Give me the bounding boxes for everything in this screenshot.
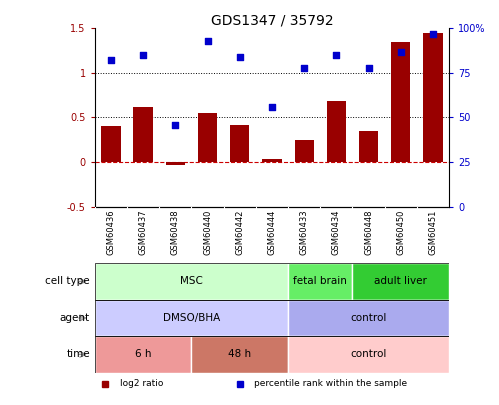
Point	[236, 53, 244, 60]
Text: GSM60451: GSM60451	[429, 209, 438, 255]
Text: GSM60442: GSM60442	[235, 209, 244, 255]
Text: 48 h: 48 h	[228, 350, 251, 359]
Point	[397, 48, 405, 55]
Bar	[192, 336, 288, 373]
Point	[204, 38, 212, 44]
Text: GSM60433: GSM60433	[300, 209, 309, 255]
Text: GSM60444: GSM60444	[267, 209, 276, 255]
Bar	[166, 162, 185, 165]
Point	[171, 122, 179, 128]
Text: GSM60437: GSM60437	[139, 209, 148, 255]
Bar	[423, 33, 443, 162]
Bar	[262, 159, 281, 162]
Bar	[101, 126, 121, 162]
Point	[429, 30, 437, 37]
Text: time: time	[66, 350, 90, 359]
Bar	[327, 101, 346, 162]
Bar	[95, 336, 192, 373]
Bar	[230, 125, 250, 162]
Text: GSM60450: GSM60450	[396, 209, 405, 255]
Text: DMSO/BHA: DMSO/BHA	[163, 313, 220, 323]
Bar	[288, 300, 449, 336]
Text: log2 ratio: log2 ratio	[120, 379, 163, 388]
Bar	[133, 107, 153, 162]
Text: GSM60436: GSM60436	[106, 209, 115, 255]
Text: GSM60448: GSM60448	[364, 209, 373, 255]
Title: GDS1347 / 35792: GDS1347 / 35792	[211, 13, 333, 27]
Bar	[95, 263, 449, 300]
Text: GSM60438: GSM60438	[171, 209, 180, 255]
Text: 6 h: 6 h	[135, 350, 151, 359]
Point	[300, 64, 308, 71]
Bar	[95, 300, 288, 336]
Point	[107, 57, 115, 64]
Text: GSM60440: GSM60440	[203, 209, 212, 255]
Text: percentile rank within the sample: percentile rank within the sample	[254, 379, 407, 388]
Text: MSC: MSC	[180, 277, 203, 286]
Text: adult liver: adult liver	[374, 277, 427, 286]
Bar	[288, 336, 449, 373]
Bar	[352, 263, 449, 300]
Text: cell type: cell type	[45, 277, 90, 286]
Bar	[288, 263, 352, 300]
Point	[365, 64, 373, 71]
Text: control: control	[350, 350, 387, 359]
Text: control: control	[350, 313, 387, 323]
Bar	[294, 140, 314, 162]
Bar	[95, 336, 449, 373]
Bar	[359, 131, 378, 162]
Text: GSM60434: GSM60434	[332, 209, 341, 255]
Bar	[95, 263, 288, 300]
Point	[332, 52, 340, 58]
Bar	[95, 300, 449, 336]
Point	[139, 52, 147, 58]
Bar	[198, 113, 217, 162]
Text: agent: agent	[60, 313, 90, 323]
Bar	[391, 42, 411, 162]
Text: fetal brain: fetal brain	[293, 277, 347, 286]
Point	[268, 104, 276, 110]
